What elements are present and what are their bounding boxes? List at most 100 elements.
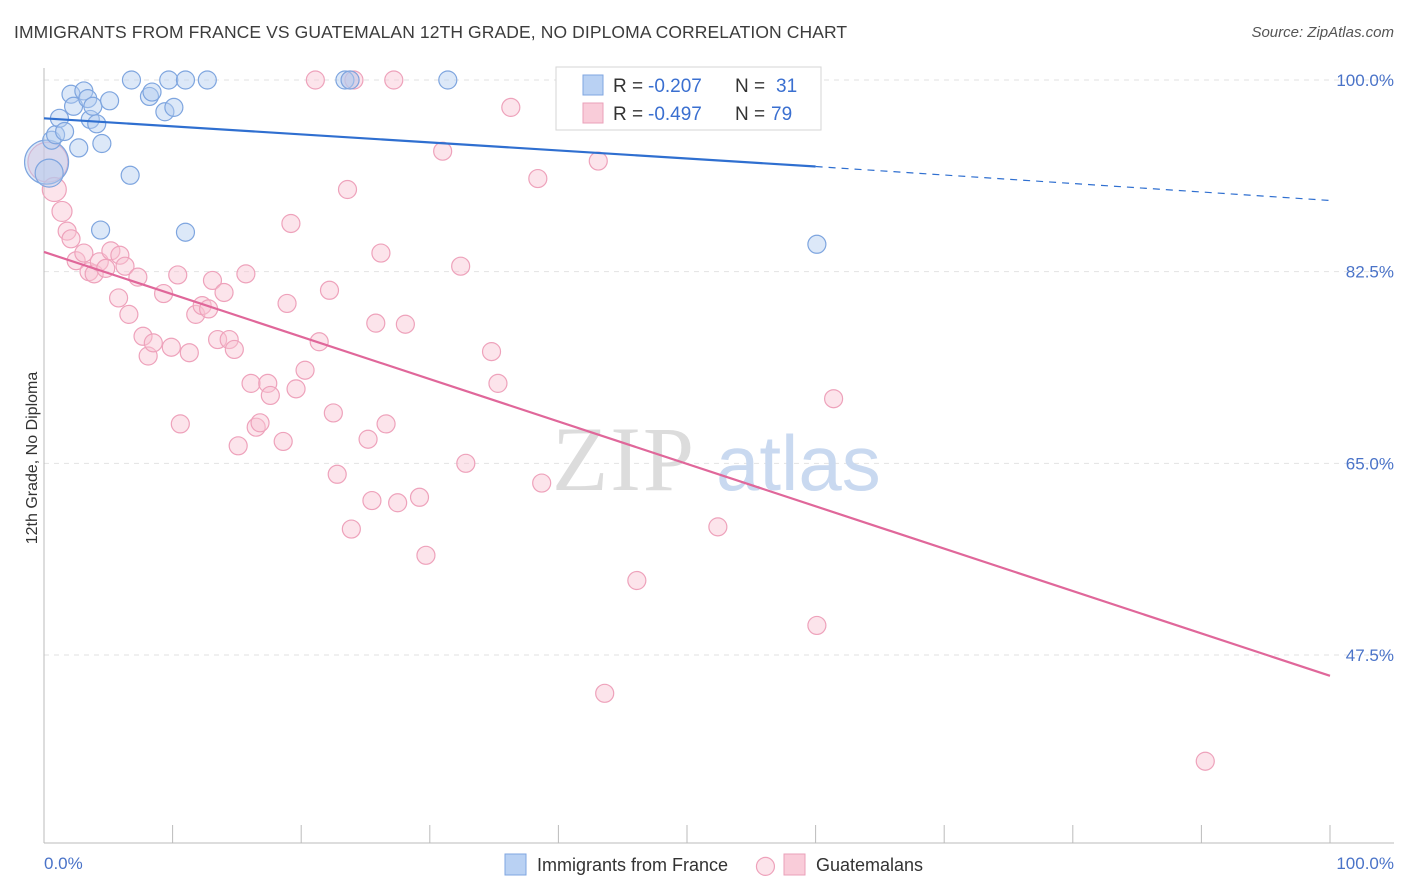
guatemalans-point xyxy=(51,200,73,223)
y-tick-label: 47.5% xyxy=(1346,646,1394,665)
france-point xyxy=(164,97,184,117)
source-label: Source: ZipAtlas.com xyxy=(1251,24,1394,41)
guatemalans-point xyxy=(319,280,340,300)
guatemalans-point xyxy=(250,413,270,433)
guatemalans-point xyxy=(532,473,552,493)
guatemalans-point xyxy=(371,243,391,263)
guatemalans-point xyxy=(295,360,315,380)
guatemalans-point xyxy=(224,339,244,360)
guatemalans-point xyxy=(384,70,404,90)
guatemalans-point xyxy=(161,337,181,357)
france-point xyxy=(90,220,111,240)
france-point xyxy=(142,82,162,102)
guatemalans-point xyxy=(824,389,844,409)
guatemalans-point xyxy=(807,615,827,636)
watermark: ZIP atlas xyxy=(552,408,881,510)
guatemalans-point xyxy=(277,293,297,314)
france-point xyxy=(83,96,103,116)
legend-swatch-guatemalans xyxy=(783,853,806,876)
france-trend-line-extension xyxy=(815,165,1331,202)
legend-label-france: Immigrants from France xyxy=(537,855,728,875)
guatemalans-point xyxy=(488,373,508,393)
guatemalans-point xyxy=(241,373,261,393)
guatemalans-point xyxy=(214,282,234,303)
guatemalans-point xyxy=(236,264,256,284)
stats-n-label-1: N = xyxy=(735,76,765,97)
x-tick-label-min: 0.0% xyxy=(44,854,83,873)
guatemalans-point xyxy=(208,329,228,350)
chart-title: IMMIGRANTS FROM FRANCE VS GUATEMALAN 12T… xyxy=(14,22,848,42)
guatemalans-point xyxy=(433,141,453,161)
france-points xyxy=(23,70,827,254)
y-axis-title: 12th Grade, No Diploma xyxy=(24,372,41,545)
trend-lines xyxy=(43,117,1331,677)
axes xyxy=(43,68,1394,844)
y-tick-label: 82.5% xyxy=(1346,263,1394,282)
france-point xyxy=(340,70,360,90)
y-tick-label: 100.0% xyxy=(1336,71,1394,90)
guatemalans-point xyxy=(501,97,521,117)
france-point xyxy=(120,165,140,185)
france-point xyxy=(335,70,355,90)
stats-legend-swatch-pink xyxy=(582,102,604,124)
france-point xyxy=(807,234,827,254)
guatemalans-point xyxy=(451,256,471,276)
france-point xyxy=(99,91,120,111)
guatemalans-point xyxy=(362,490,382,511)
guatemalans-point xyxy=(110,245,130,265)
watermark-atlas: atlas xyxy=(716,419,881,507)
france-trend-line xyxy=(43,117,816,168)
series-legend: Immigrants from France Guatemalans xyxy=(504,853,923,876)
guatemalans-point xyxy=(170,414,190,434)
x-ticks xyxy=(43,825,1331,843)
guatemalans-point xyxy=(179,343,199,363)
france-point xyxy=(34,158,64,188)
legend-swatch-france xyxy=(504,853,527,876)
guatemalans-point xyxy=(133,326,153,346)
guatemalans-point xyxy=(108,288,129,308)
stats-r-value-1: -0.207 xyxy=(648,76,702,97)
x-tick-label-max: 100.0% xyxy=(1336,854,1394,873)
france-point xyxy=(438,70,458,90)
france-point xyxy=(87,114,107,134)
france-point xyxy=(159,70,179,90)
guatemalans-point xyxy=(143,333,163,353)
y-tick-label: 65.0% xyxy=(1346,454,1394,473)
guatemalans-point xyxy=(323,403,343,423)
stats-r-label-2: R = xyxy=(613,104,643,125)
guatemalans-point xyxy=(627,570,647,591)
guatemalans-point xyxy=(755,856,776,876)
guatemalans-point xyxy=(388,493,408,513)
guatemalans-point xyxy=(219,329,239,350)
guatemalans-point xyxy=(61,229,81,249)
stats-n-value-2: 79 xyxy=(771,104,792,125)
stats-legend: R = -0.207 N = 31 R = -0.497 N = 79 xyxy=(555,66,822,131)
guatemalans-point xyxy=(588,151,608,171)
guatemalans-point xyxy=(456,453,476,473)
grid-lines xyxy=(44,79,1394,656)
france-point xyxy=(92,133,112,154)
france-point xyxy=(175,70,196,90)
guatemalans-point xyxy=(366,313,386,333)
guatemalans-trend-line xyxy=(43,250,1331,677)
guatemalans-point xyxy=(202,270,223,291)
guatemalans-point xyxy=(305,70,325,90)
stats-n-value-1: 31 xyxy=(776,76,797,97)
y-tick-labels: 100.0% 82.5% 65.0% 47.5% xyxy=(1336,71,1394,665)
guatemalans-point xyxy=(327,464,347,484)
france-point xyxy=(54,121,75,142)
guatemalans-point xyxy=(119,304,139,324)
guatemalans-point xyxy=(337,179,358,200)
guatemalans-point xyxy=(258,373,278,393)
stats-legend-swatch-blue xyxy=(582,74,604,96)
guatemalans-point xyxy=(481,342,502,362)
guatemalans-point xyxy=(281,213,301,234)
guatemalans-point xyxy=(273,431,293,452)
guatemalans-point xyxy=(115,256,135,276)
guatemalans-point xyxy=(74,243,94,263)
legend-label-guatemalans: Guatemalans xyxy=(816,855,923,875)
guatemalans-point xyxy=(528,168,548,189)
guatemalans-point xyxy=(228,436,248,456)
guatemalans-point xyxy=(341,519,361,539)
